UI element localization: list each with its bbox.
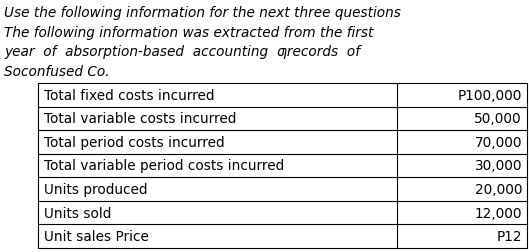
Text: 50,000: 50,000 — [475, 112, 522, 126]
Text: Soconfused Co.: Soconfused Co. — [4, 65, 110, 79]
Text: 12,000: 12,000 — [475, 206, 522, 220]
Text: Units produced: Units produced — [44, 182, 148, 196]
Text: Total variable costs incurred: Total variable costs incurred — [44, 112, 236, 126]
Text: P100,000: P100,000 — [458, 88, 522, 102]
Bar — [38, 84, 527, 248]
Text: Total fixed costs incurred: Total fixed costs incurred — [44, 88, 214, 102]
Text: Units sold: Units sold — [44, 206, 112, 220]
Text: Total period costs incurred: Total period costs incurred — [44, 135, 225, 149]
Text: P12: P12 — [497, 229, 522, 243]
Text: Total variable period costs incurred: Total variable period costs incurred — [44, 159, 284, 173]
Text: year  of  absorption-based  accounting  ƣrecords  of: year of absorption-based accounting ƣrec… — [4, 45, 360, 59]
Text: Use the following information for the next three questions: Use the following information for the ne… — [4, 6, 401, 20]
Text: 70,000: 70,000 — [475, 135, 522, 149]
Text: The following information was extracted from the first: The following information was extracted … — [4, 26, 373, 40]
Text: 30,000: 30,000 — [475, 159, 522, 173]
Text: Unit sales Price: Unit sales Price — [44, 229, 149, 243]
Text: 20,000: 20,000 — [475, 182, 522, 196]
